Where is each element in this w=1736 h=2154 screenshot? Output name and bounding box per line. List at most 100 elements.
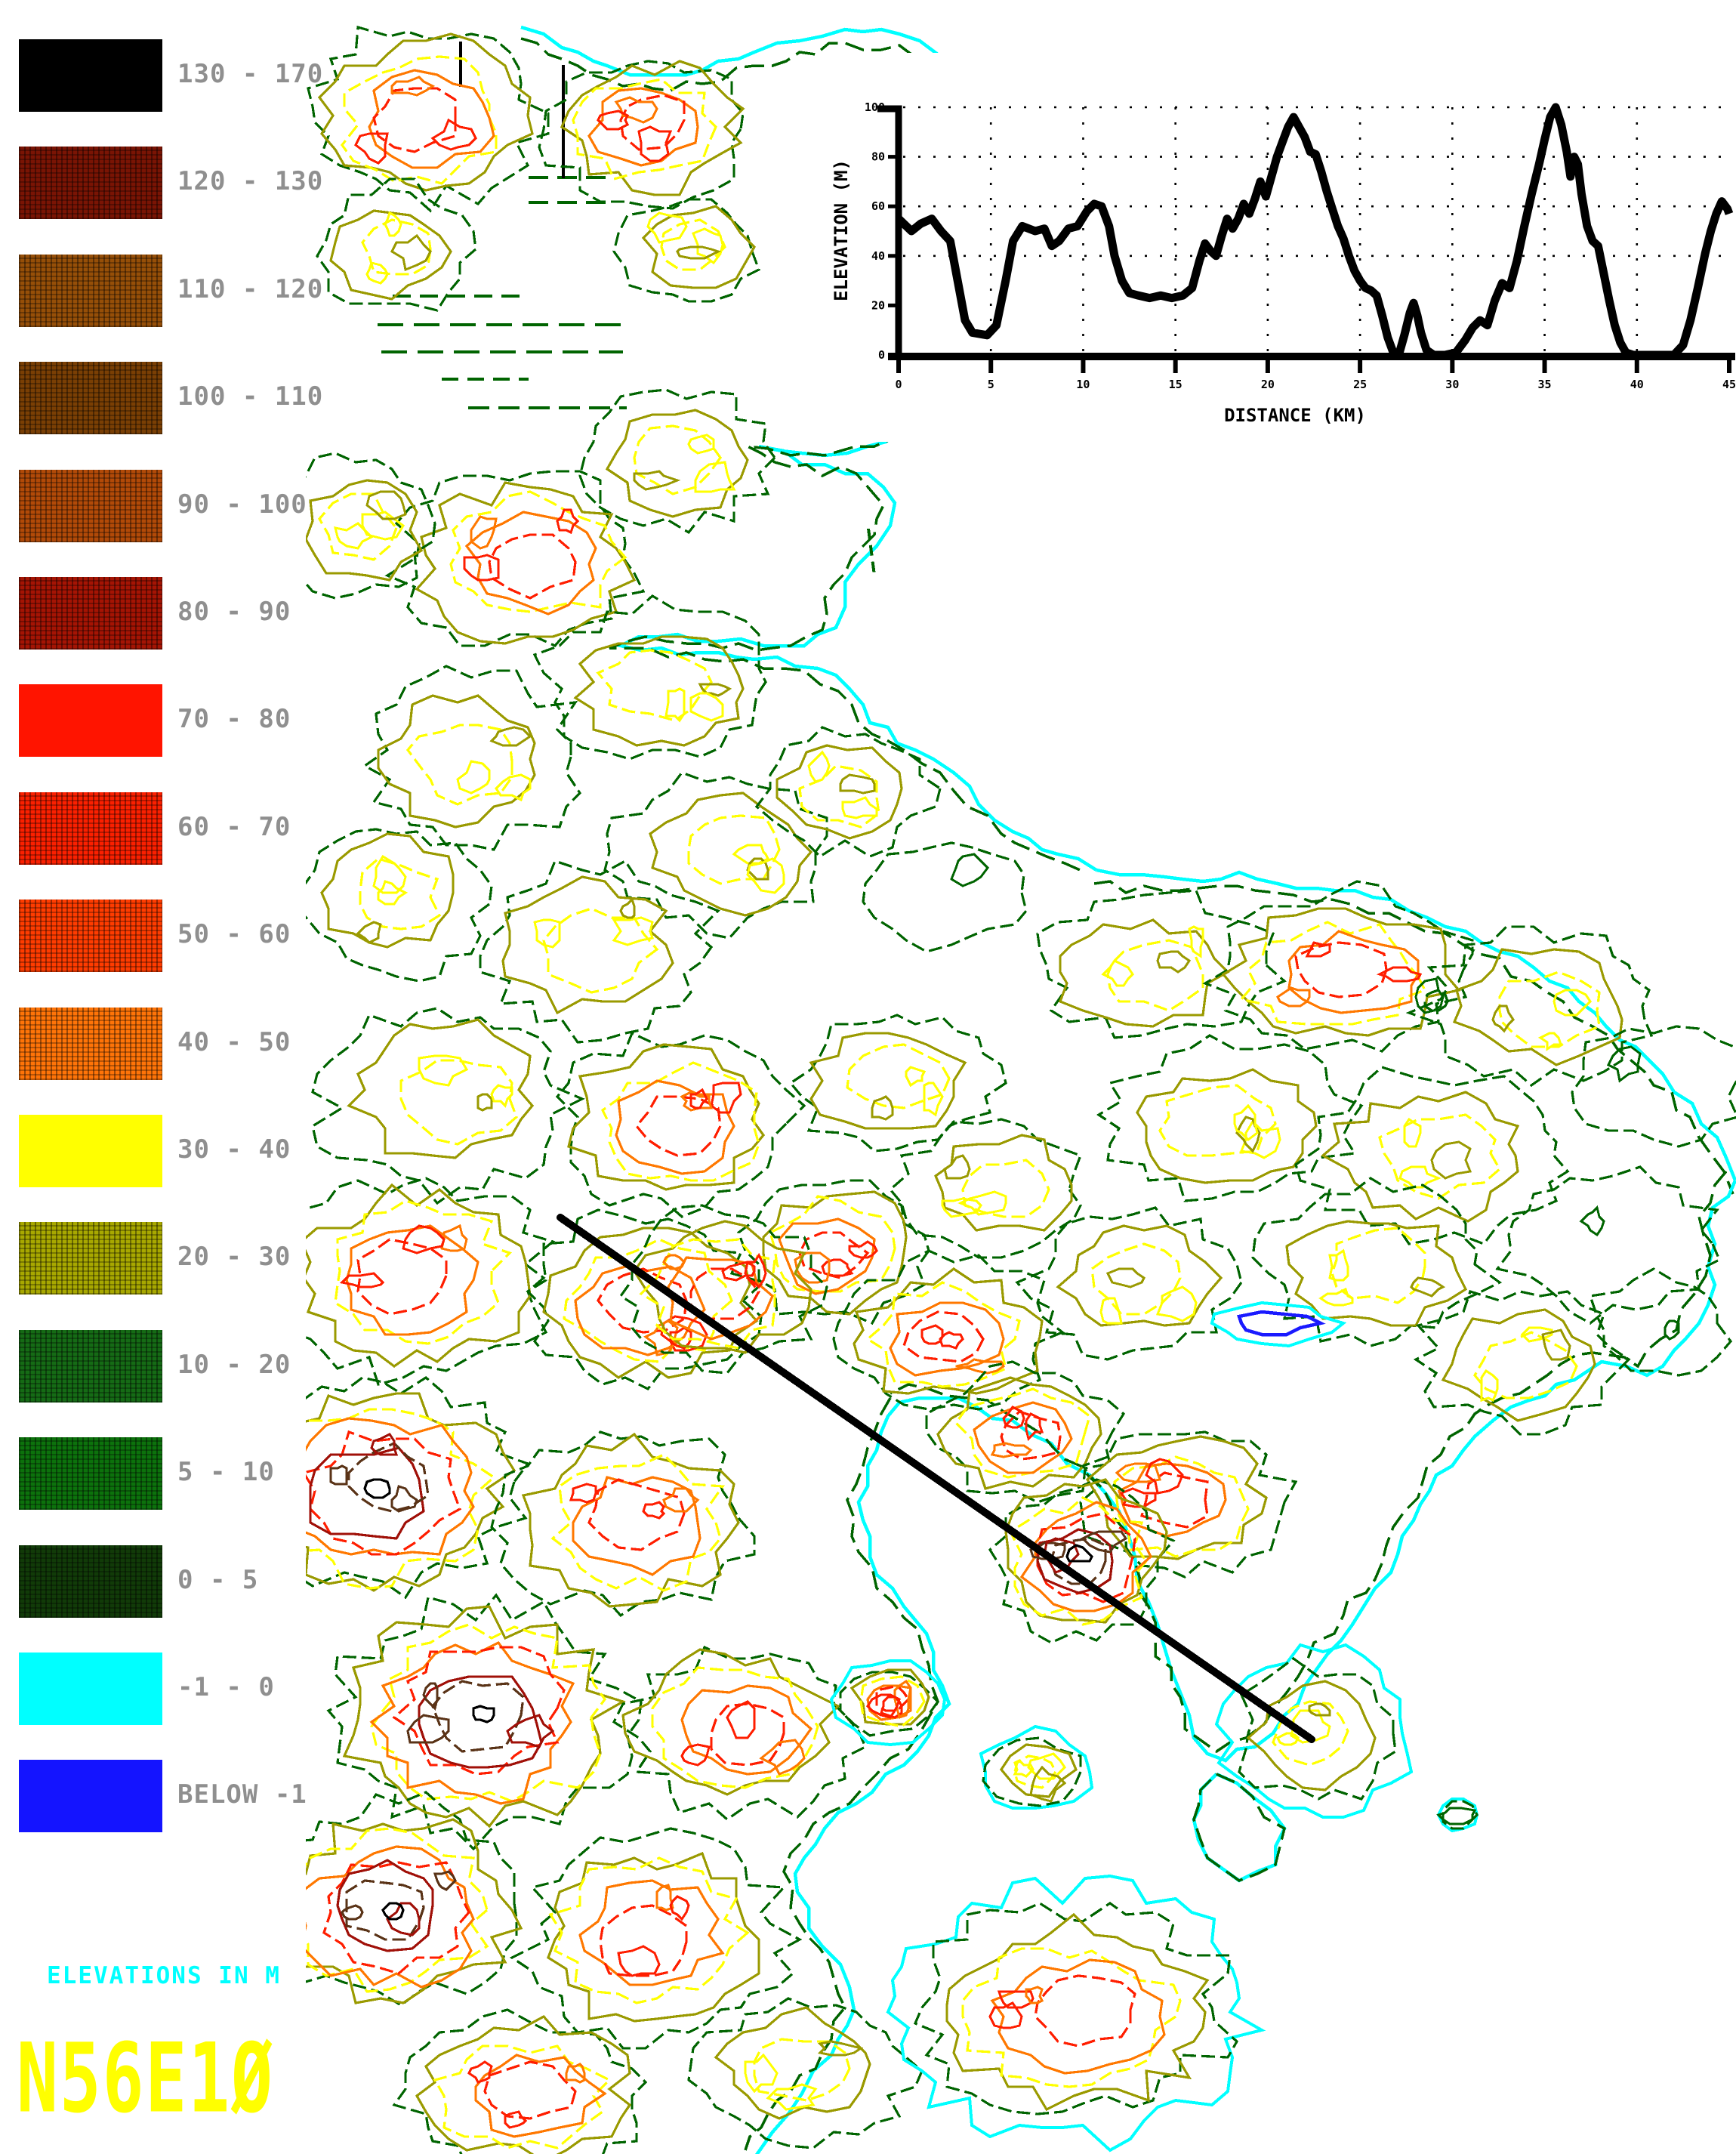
contour-loop — [370, 1623, 606, 1803]
island-coastline — [829, 1659, 947, 1747]
contour-loop — [1285, 1220, 1468, 1327]
legend-swatch — [19, 900, 162, 972]
contour-loop — [415, 2014, 632, 2154]
chart-x-axis-label: DISTANCE (KM) — [1224, 405, 1366, 426]
contour-loop — [754, 726, 942, 859]
contour-detail — [710, 1082, 742, 1114]
contour-loop — [306, 1183, 532, 1368]
contour-detail — [1538, 1032, 1563, 1051]
coastline — [899, 1180, 1736, 1763]
contour-detail — [1328, 1248, 1349, 1282]
contour-loop — [778, 1217, 876, 1295]
contour-loop — [945, 1912, 1210, 2112]
contour-loop — [1008, 1496, 1149, 1626]
chart-background — [831, 53, 1736, 442]
contour-detail — [1480, 1369, 1499, 1403]
coastline — [755, 1401, 951, 2154]
contour-loop — [1158, 1084, 1277, 1157]
contour-detail — [871, 1095, 894, 1121]
contour-detail — [941, 1197, 982, 1218]
legend-range-label: 10 - 20 — [177, 1350, 291, 1380]
legend-item: 90 - 100 — [19, 470, 307, 542]
y-tick-label: 80 — [871, 150, 885, 164]
contour-loop — [1442, 1800, 1479, 1830]
legend-item: 50 - 60 — [19, 900, 306, 972]
contour-detail — [848, 1240, 878, 1259]
legend-range-label: 60 - 70 — [177, 812, 291, 842]
contour-detail — [470, 515, 498, 550]
peak-contour — [472, 1705, 495, 1724]
contour-loop — [689, 1267, 760, 1320]
contour-loop — [306, 452, 436, 600]
contour-detail — [726, 1700, 756, 1739]
contour-detail — [1318, 1287, 1354, 1307]
legend-range-label: 100 - 110 — [177, 381, 324, 412]
contour-detail — [1606, 1045, 1642, 1083]
contour-loop — [345, 1224, 479, 1336]
contour-detail — [1403, 1117, 1422, 1148]
contour-detail — [990, 1442, 1033, 1458]
contour-loop — [490, 1430, 756, 1618]
x-tick-label: 10 — [1076, 378, 1090, 391]
legend-swatch — [19, 792, 162, 865]
contour-detail — [612, 916, 654, 946]
contour-loop — [474, 2054, 607, 2138]
legend-item: -1 - 0 — [19, 1653, 306, 1725]
contour-detail — [680, 1743, 711, 1767]
legend-range-label: -1 - 0 — [177, 1672, 275, 1702]
contour-loop — [809, 1032, 967, 1130]
contour-loop — [501, 875, 674, 1015]
contour-loop — [1378, 1113, 1502, 1200]
contour-loop — [1090, 1242, 1182, 1316]
legend-range-label: 20 - 30 — [177, 1242, 291, 1272]
contour-detail — [1025, 1412, 1044, 1441]
contour-detail — [619, 897, 636, 919]
contour-detail — [1013, 1759, 1035, 1778]
contour-detail — [698, 683, 732, 697]
contour-loop — [560, 60, 745, 196]
contour-loop — [538, 60, 745, 210]
contour-detail — [1430, 1140, 1472, 1180]
contour-loop — [309, 1446, 425, 1540]
contour-loop — [846, 1043, 951, 1109]
contour-loop — [578, 388, 777, 535]
lake-contour — [1237, 1310, 1326, 1337]
legend-swatch — [19, 39, 162, 112]
contour-loop — [326, 1593, 643, 1851]
contour-loop — [1079, 1430, 1298, 1578]
legend-swatch — [19, 362, 162, 434]
contour-detail — [490, 1084, 513, 1108]
contour-loop — [362, 665, 582, 851]
contour-loop — [1413, 1290, 1631, 1436]
contour-loop — [555, 1031, 806, 1218]
coast-contour — [520, 37, 960, 98]
contour-loop — [377, 694, 536, 829]
contour-loop — [573, 635, 745, 747]
contour-loop — [306, 1845, 475, 1989]
legend-item: 130 - 170 — [19, 39, 322, 112]
contour-detail — [1308, 1702, 1331, 1717]
contour-loop — [464, 511, 597, 616]
contour-detail — [1105, 1267, 1146, 1288]
contour-detail — [939, 1331, 964, 1350]
contour-loop — [1136, 1068, 1318, 1184]
contour-loop — [359, 857, 442, 930]
contour-loop — [567, 1043, 766, 1191]
contour-detail — [905, 1066, 927, 1088]
contour-loop — [973, 1401, 1073, 1474]
lake-outline — [1210, 1301, 1347, 1348]
contour-loop — [306, 479, 424, 582]
contour-detail — [646, 211, 688, 244]
contour-loop — [612, 198, 761, 303]
y-tick-label: 40 — [871, 249, 885, 263]
contour-loop — [660, 218, 726, 271]
contour-detail — [333, 522, 374, 550]
contour-loop — [1085, 1435, 1268, 1560]
coastline — [1192, 1772, 1287, 1883]
legend-item: 70 - 80 — [19, 684, 306, 757]
contour-loop — [687, 1997, 924, 2149]
contour-loop — [334, 1199, 512, 1345]
contour-detail — [422, 1682, 439, 1711]
contour-detail — [1275, 1732, 1300, 1746]
contour-detail — [597, 110, 630, 131]
